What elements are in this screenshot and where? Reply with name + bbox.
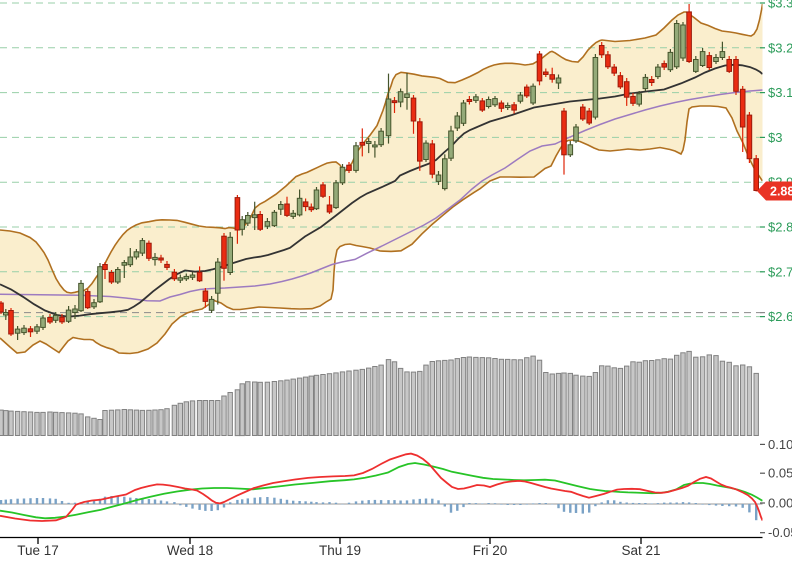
svg-text:0.00: 0.00 xyxy=(768,496,792,511)
svg-text:$2.6: $2.6 xyxy=(768,309,792,324)
svg-text:$2.8: $2.8 xyxy=(768,220,792,235)
svg-text:-0.05: -0.05 xyxy=(768,525,792,540)
svg-text:Tue 17: Tue 17 xyxy=(17,543,59,558)
svg-text:Sat 21: Sat 21 xyxy=(621,543,660,558)
svg-text:$3: $3 xyxy=(768,130,782,145)
svg-text:Fri 20: Fri 20 xyxy=(473,543,508,558)
svg-text:$3.3: $3.3 xyxy=(768,0,792,11)
svg-text:Wed 18: Wed 18 xyxy=(167,543,213,558)
svg-text:Thu 19: Thu 19 xyxy=(319,543,361,558)
svg-text:2.88: 2.88 xyxy=(770,185,792,199)
svg-text:$2.7: $2.7 xyxy=(768,264,792,279)
svg-text:0.10: 0.10 xyxy=(768,437,792,452)
svg-text:$3.2: $3.2 xyxy=(768,40,792,55)
svg-text:$3.1: $3.1 xyxy=(768,85,792,100)
svg-text:0.05: 0.05 xyxy=(768,466,792,481)
